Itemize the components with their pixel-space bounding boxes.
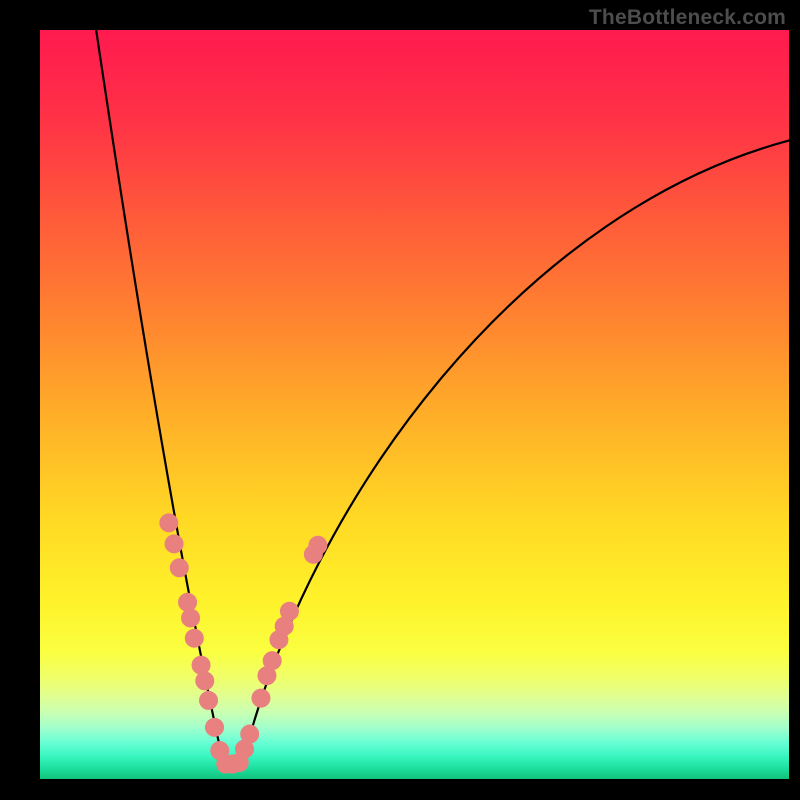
data-marker (185, 629, 203, 647)
data-marker (206, 718, 224, 736)
bottleneck-chart-svg (40, 30, 789, 779)
data-marker (182, 609, 200, 627)
data-marker (309, 536, 327, 554)
gradient-background (40, 30, 789, 779)
data-marker (160, 514, 178, 532)
data-marker (280, 602, 298, 620)
data-marker (196, 672, 214, 690)
data-marker (192, 656, 210, 674)
chart-root: TheBottleneck.com (0, 0, 800, 800)
plot-area (40, 30, 789, 779)
data-marker (165, 535, 183, 553)
data-marker (263, 652, 281, 670)
data-marker (170, 559, 188, 577)
data-marker (200, 691, 218, 709)
watermark-text: TheBottleneck.com (589, 6, 786, 30)
data-marker (179, 593, 197, 611)
data-marker (241, 725, 259, 743)
data-marker (252, 689, 270, 707)
